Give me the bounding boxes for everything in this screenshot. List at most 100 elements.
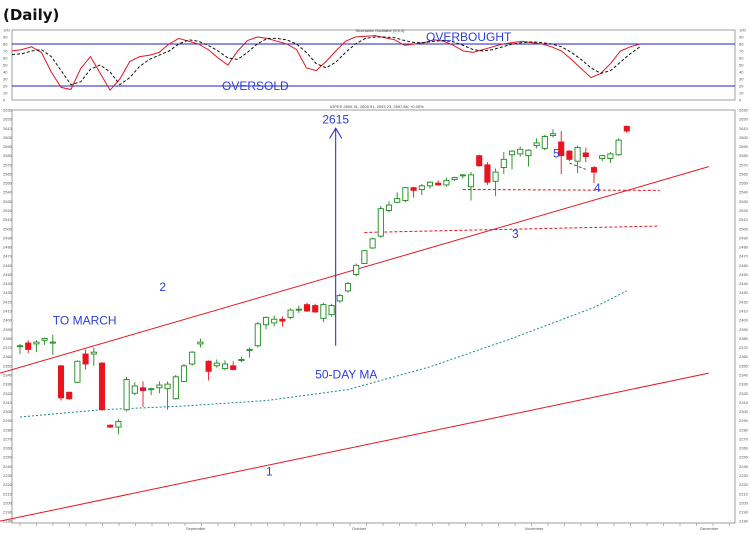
stochastic-tick-label-right: 60 [739,56,744,61]
candle-body [303,304,311,312]
support-line-5 [569,162,586,170]
candle-body [484,164,491,183]
candle-body [262,316,270,326]
price-tick-label-left: 2590 [3,144,13,149]
price-tick-label-right: 2240 [739,464,749,469]
candle-body [98,362,106,411]
stochastic-tick-label-left: 60 [3,56,8,61]
price-tick-label-left: 2320 [3,391,13,396]
price-tick-label-left: 2440 [3,281,13,286]
candle-body [344,283,352,292]
price-tick-label-left: 2460 [3,263,13,268]
support-line-3 [364,225,660,233]
price-tick-label-left: 2470 [3,254,13,259]
price-tick-label-right: 2190 [739,510,749,515]
price-tick-label-left: 2530 [3,199,13,204]
candle-body [623,125,630,132]
price-tick-label-right: 2310 [739,400,749,405]
stochastic-header: Stochastic Oscillator (5,3,3) [356,28,406,33]
stochastic-tick-label-right: 50 [739,63,744,68]
price-tick-label-left: 2260 [3,446,13,451]
candle-body [197,341,204,345]
stochastic-tick-label-left: 100 [3,28,10,33]
candle-body [246,348,253,351]
price-tick-label-right: 2590 [739,144,749,149]
candle-body [320,304,327,319]
candle-body [57,365,65,399]
price-tick-label-left: 2330 [3,382,13,387]
price-tick-label-right: 2610 [739,126,749,131]
annotation-label-2: 2 [159,280,166,294]
price-tick-label-right: 2380 [739,336,749,341]
price-tick-label-right: 2440 [739,281,749,286]
price-tick-label-right: 2630 [739,108,749,113]
price-tick-label-right: 2210 [739,491,749,496]
price-tick-label-right: 2460 [739,263,749,268]
price-tick-label-right: 2430 [739,290,749,295]
stochastic-tick-label-left: 90 [3,35,8,40]
price-tick-label-right: 2270 [739,436,749,441]
x-axis-month-label: December [700,526,719,531]
candle-body [336,295,343,302]
price-tick-label-left: 2200 [3,500,13,505]
stochastic-d-line [11,36,641,86]
candle-body [418,185,425,190]
candle-body [426,181,434,187]
price-tick-label-right: 2180 [739,519,749,524]
candle-body [189,351,196,365]
price-tick-label-left: 2210 [3,491,13,496]
price-tick-label-left: 2430 [3,290,13,295]
price-tick-label-right: 2560 [739,171,749,176]
candle-body [205,360,212,372]
price-tick-label-right: 2400 [739,318,749,323]
price-tick-label-right: 2510 [739,217,749,222]
candle-body [123,379,130,411]
price-tick-label-right: 2480 [739,245,749,250]
candle-body [287,309,294,318]
candle-body [377,208,384,237]
candle-body [33,341,40,345]
stochastic-k-line [11,35,641,92]
price-panel: IGPES 2600.31, 2600.91, 2593.23, 2597.86… [0,104,749,531]
candle-body [385,204,393,211]
candle-body [148,388,155,391]
price-tick-label-right: 2260 [739,446,749,451]
price-tick-label-right: 2250 [739,455,749,460]
overbought-label: OVERBOUGHT [426,30,512,44]
price-tick-label-right: 2420 [739,299,749,304]
price-tick-label-left: 2370 [3,345,13,350]
annotation-label-4: 4 [594,181,601,195]
price-header: IGPES 2600.31, 2600.91, 2593.23, 2597.86… [330,104,424,109]
price-tick-label-left: 2420 [3,299,13,304]
price-tick-label-left: 2240 [3,464,13,469]
candle-body [25,342,32,350]
price-tick-label-left: 2540 [3,190,13,195]
price-tick-label-right: 2570 [739,162,749,167]
oversold-label: OVERSOLD [222,79,289,93]
candle-body [164,383,171,390]
stochastic-tick-label-left: 50 [3,63,8,68]
price-tick-label-left: 2360 [3,354,13,359]
price-tick-label-left: 2480 [3,245,13,250]
price-tick-label-left: 2500 [3,226,13,231]
candle-body [574,147,581,162]
price-tick-label-left: 2270 [3,436,13,441]
stochastic-frame [11,29,736,101]
stochastic-tick-label-right: 30 [739,77,744,82]
annotation-label-5: 5 [553,147,560,161]
price-tick-label-left: 2220 [3,482,13,487]
price-tick-label-right: 2290 [739,418,749,423]
candle-body [525,149,532,157]
stochastic-tick-label-left: 40 [3,70,8,75]
price-tick-label-left: 2180 [3,519,13,524]
stochastic-tick-label-left: 20 [3,84,8,89]
stochastic-tick-label-right: 20 [739,84,744,89]
candle-body [353,264,360,275]
price-tick-label-right: 2600 [739,135,749,140]
candle-body [180,365,188,382]
price-tick-label-right: 2360 [739,354,749,359]
price-tick-label-right: 2320 [739,391,749,396]
price-tick-label-left: 2340 [3,372,13,377]
candle-body [230,365,237,370]
